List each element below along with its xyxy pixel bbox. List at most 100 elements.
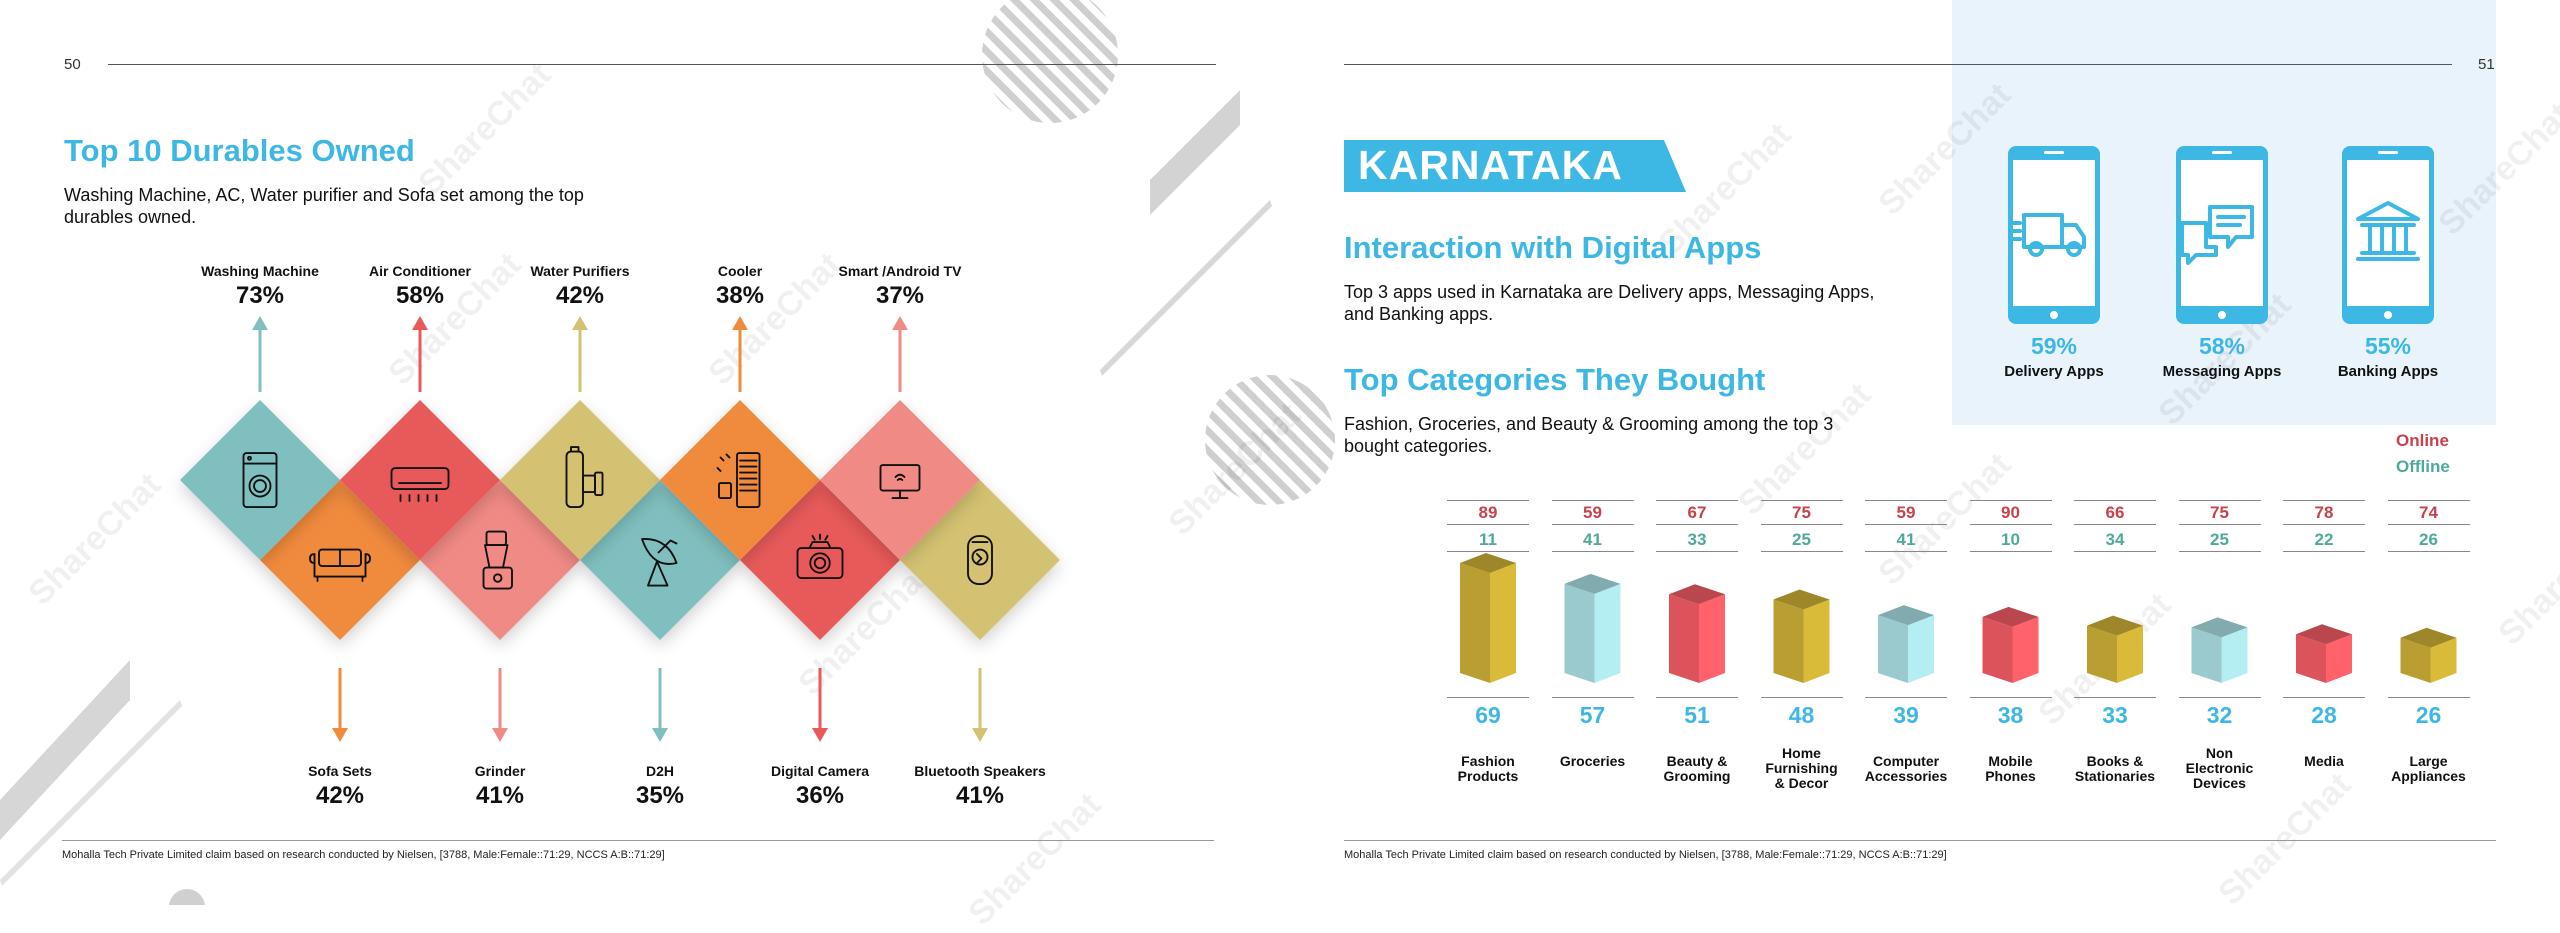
table-rule <box>1447 551 1529 552</box>
top-durable-tile <box>820 400 980 560</box>
category-value: 32 <box>2206 702 2233 728</box>
category-value: 39 <box>1893 702 1919 728</box>
durables-subtitle-line: Washing Machine, AC, Water purifier and … <box>64 185 584 205</box>
table-rule <box>1447 500 1529 501</box>
diagonal-band-decoration <box>0 700 182 886</box>
table-rule <box>2387 697 2470 698</box>
striped-circle-decoration <box>982 0 1118 123</box>
bank-icon <box>2356 201 2420 261</box>
durable-label: Water Purifiers <box>530 263 630 279</box>
table-rule <box>1969 500 2052 501</box>
category-label-line: Media <box>2304 753 2344 769</box>
durables-subtitle: Washing Machine, AC, Water purifier and … <box>64 184 584 228</box>
table-rule <box>1551 551 1634 552</box>
header-rule <box>108 64 1216 65</box>
durable-percent: 41% <box>475 782 525 809</box>
table-rule <box>2074 697 2156 698</box>
diagonal-band-decoration <box>0 660 130 840</box>
online-value: 66 <box>2105 503 2125 522</box>
durable-percent: 42% <box>315 782 365 809</box>
phone-graphic <box>2008 146 2100 324</box>
offline-value: 10 <box>2001 530 2020 549</box>
state-banner-shape <box>1344 140 1686 192</box>
online-value: 89 <box>1478 503 1498 522</box>
durables-diamond-diagram <box>180 316 1060 742</box>
table-rule <box>2178 697 2261 698</box>
table-rule <box>2387 524 2470 525</box>
circle-decoration <box>169 889 205 905</box>
offline-value: 41 <box>1896 530 1916 549</box>
durables-subtitle-line: durables owned. <box>64 207 197 227</box>
offline-value: 22 <box>2314 530 2334 549</box>
top-durable-tile <box>340 400 500 560</box>
category-label-line: Large <box>2409 753 2448 769</box>
durable-percent: 35% <box>635 782 685 809</box>
online-value: 78 <box>2314 503 2334 522</box>
table-rule <box>1551 697 1634 698</box>
category-label-line: Mobile <box>1988 753 2033 769</box>
top-durable-tile <box>500 400 660 560</box>
categories-text-line: Fashion, Groceries, and Beauty & Groomin… <box>1344 414 1834 434</box>
durable-label: Washing Machine <box>201 263 319 279</box>
offline-value: 41 <box>1583 530 1602 549</box>
table-rule <box>2387 500 2470 501</box>
category-label-line: Groceries <box>1559 753 1626 769</box>
phone-graphic <box>2176 146 2268 324</box>
sofa-icon <box>309 548 371 582</box>
air-conditioner-icon <box>390 467 450 502</box>
durable-percent: 73% <box>235 282 285 309</box>
diamond-tile <box>820 400 980 560</box>
category-value: 48 <box>1788 702 1815 728</box>
category-value: 69 <box>1475 702 1501 728</box>
camera-icon <box>796 533 844 579</box>
durable-label: Smart /Android TV <box>838 263 962 279</box>
table-rule <box>1760 524 1843 525</box>
table-rule <box>1865 551 1947 552</box>
durable-label: Digital Camera <box>770 763 870 779</box>
category-value: 33 <box>2102 702 2128 728</box>
diamond-tile <box>340 400 500 560</box>
durable-label: Air Conditioner <box>369 263 471 279</box>
top-durable-tile <box>660 400 820 560</box>
apps-title: Interaction with Digital Apps <box>1344 230 1762 265</box>
apps-text: Top 3 apps used in Karnataka are Deliver… <box>1344 281 1874 325</box>
table-rule <box>1656 524 1738 525</box>
page-number: 51 <box>2478 56 2495 73</box>
category-value: 51 <box>1684 702 1710 728</box>
category-label: Fashion Products <box>1443 754 1533 784</box>
table-rule <box>2178 551 2261 552</box>
durable-percent: 42% <box>555 282 605 309</box>
category-label-line: Electronic <box>2185 760 2254 776</box>
speaker-icon <box>967 535 993 585</box>
category-label-line: Devices <box>2193 775 2246 791</box>
table-rule <box>2074 500 2156 501</box>
app-label: Banking Apps <box>2337 363 2439 380</box>
durable-label: Grinder <box>474 763 526 779</box>
table-rule <box>1969 697 2052 698</box>
category-label: Computer Accessories <box>1861 754 1951 784</box>
table-rule <box>1760 551 1843 552</box>
diamond-tile <box>500 400 660 560</box>
down-arrow <box>492 668 508 742</box>
legend-online: Online <box>2396 431 2449 450</box>
category-value: 26 <box>2415 702 2442 728</box>
durable-label: D2H <box>645 763 674 779</box>
durables-title: Top 10 Durables Owned <box>64 133 415 168</box>
legend-offline: Offline <box>2396 457 2450 476</box>
category-label-line: Grooming <box>1663 768 1731 784</box>
category-value: 57 <box>1579 702 1606 728</box>
table-rule <box>1865 500 1947 501</box>
table-rule <box>2283 551 2365 552</box>
washing-machine-icon <box>242 452 278 508</box>
table-rule <box>2074 524 2156 525</box>
diagonal-band-decoration <box>1150 90 1240 215</box>
offline-value: 25 <box>2210 530 2229 549</box>
durable-label: Bluetooth Speakers <box>914 763 1046 779</box>
table-rule <box>1865 697 1947 698</box>
category-value: 28 <box>2311 702 2337 728</box>
table-rule <box>2283 500 2365 501</box>
chat-bubbles-icon <box>2180 205 2254 265</box>
online-value: 59 <box>1583 503 1602 522</box>
offline-value: 34 <box>2105 530 2125 549</box>
table-rule <box>2074 551 2156 552</box>
